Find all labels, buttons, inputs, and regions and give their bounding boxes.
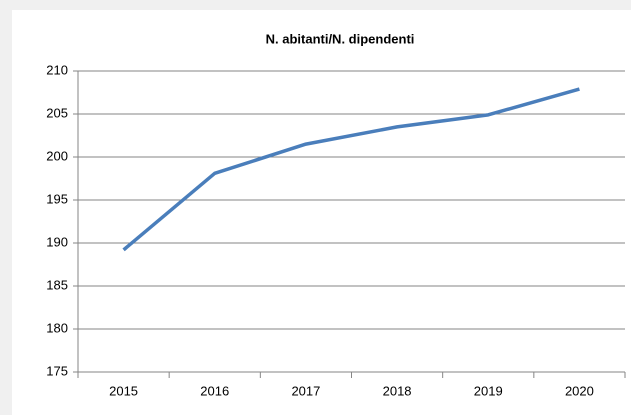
x-tick-label: 2020 <box>565 383 594 398</box>
y-tick-label: 200 <box>46 148 68 163</box>
x-tick-label: 2017 <box>291 383 320 398</box>
y-tick-label: 185 <box>46 277 68 292</box>
y-tick-label: 205 <box>46 105 68 120</box>
y-tick-label: 190 <box>46 234 68 249</box>
y-tick-label: 195 <box>46 191 68 206</box>
x-tick-label: 2019 <box>474 383 503 398</box>
y-tick-label: 210 <box>46 62 68 77</box>
x-tick-label: 2016 <box>200 383 229 398</box>
chart-background <box>12 10 631 415</box>
y-tick-label: 180 <box>46 320 68 335</box>
x-tick-label: 2015 <box>109 383 138 398</box>
x-tick-label: 2018 <box>383 383 412 398</box>
chart-title: N. abitanti/N. dipendenti <box>266 31 415 46</box>
line-series <box>122 87 580 252</box>
y-tick-label: 175 <box>46 363 68 378</box>
